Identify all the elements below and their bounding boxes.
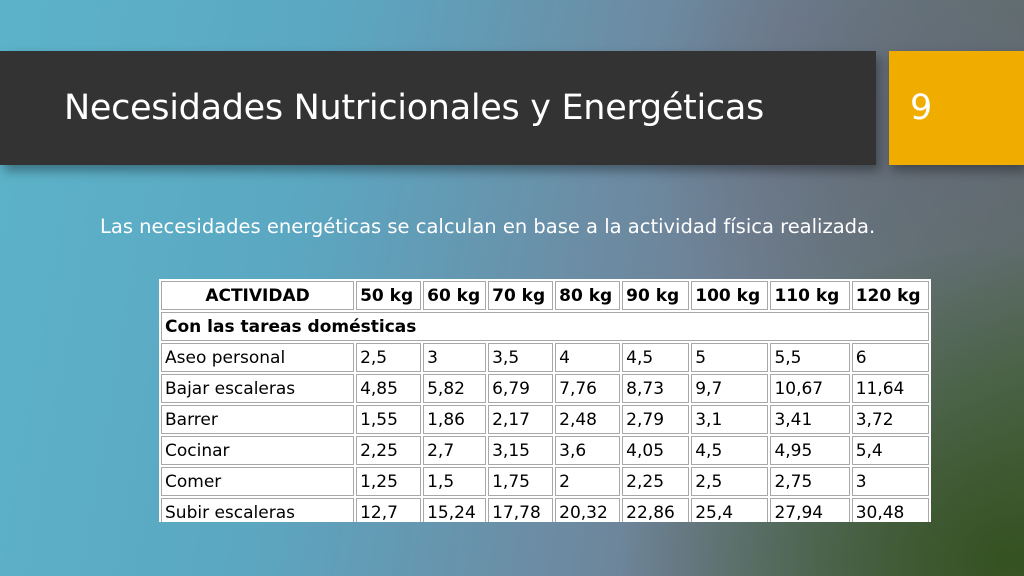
activity-cell: Bajar escaleras	[161, 374, 355, 403]
value-cell: 6,79	[488, 374, 554, 403]
value-cell: 5,82	[423, 374, 487, 403]
activity-cell: Comer	[161, 467, 355, 496]
value-cell: 1,25	[356, 467, 422, 496]
column-header: 70 kg	[488, 281, 554, 310]
column-header: 120 kg	[851, 281, 929, 310]
column-header: 110 kg	[770, 281, 850, 310]
value-cell: 11,64	[851, 374, 929, 403]
value-cell: 4	[555, 343, 621, 372]
value-cell: 12,7	[356, 498, 422, 522]
value-cell: 2,75	[770, 467, 850, 496]
column-header: 60 kg	[423, 281, 487, 310]
value-cell: 2	[555, 467, 621, 496]
value-cell: 1,75	[488, 467, 554, 496]
value-cell: 3,5	[488, 343, 554, 372]
value-cell: 4,5	[691, 436, 769, 465]
value-cell: 1,86	[423, 405, 487, 434]
value-cell: 2,5	[691, 467, 769, 496]
value-cell: 2,17	[488, 405, 554, 434]
table-header-row: ACTIVIDAD 50 kg 60 kg 70 kg 80 kg 90 kg …	[161, 281, 929, 310]
title-bar	[0, 51, 876, 165]
table-row: Barrer 1,55 1,86 2,17 2,48 2,79 3,1 3,41…	[161, 405, 929, 434]
value-cell: 20,32	[555, 498, 621, 522]
value-cell: 4,05	[622, 436, 690, 465]
value-cell: 5	[691, 343, 769, 372]
table-row: Bajar escaleras 4,85 5,82 6,79 7,76 8,73…	[161, 374, 929, 403]
value-cell: 9,7	[691, 374, 769, 403]
value-cell: 5,5	[770, 343, 850, 372]
value-cell: 3,6	[555, 436, 621, 465]
column-header: ACTIVIDAD	[161, 281, 355, 310]
column-header: 80 kg	[555, 281, 621, 310]
value-cell: 2,7	[423, 436, 487, 465]
value-cell: 2,79	[622, 405, 690, 434]
value-cell: 4,5	[622, 343, 690, 372]
value-cell: 1,55	[356, 405, 422, 434]
value-cell: 27,94	[770, 498, 850, 522]
column-header: 50 kg	[356, 281, 422, 310]
slide-number: 9	[910, 88, 933, 128]
table-row: Comer 1,25 1,5 1,75 2 2,25 2,5 2,75 3	[161, 467, 929, 496]
table-row: Aseo personal 2,5 3 3,5 4 4,5 5 5,5 6	[161, 343, 929, 372]
value-cell: 10,67	[770, 374, 850, 403]
value-cell: 2,25	[356, 436, 422, 465]
value-cell: 3,15	[488, 436, 554, 465]
energy-table-container: ACTIVIDAD 50 kg 60 kg 70 kg 80 kg 90 kg …	[159, 279, 931, 522]
section-row: Con las tareas domésticas	[161, 312, 929, 341]
value-cell: 3,41	[770, 405, 850, 434]
value-cell: 3	[423, 343, 487, 372]
value-cell: 6	[851, 343, 929, 372]
value-cell: 2,5	[356, 343, 422, 372]
value-cell: 15,24	[423, 498, 487, 522]
value-cell: 22,86	[622, 498, 690, 522]
value-cell: 4,85	[356, 374, 422, 403]
table-row: Cocinar 2,25 2,7 3,15 3,6 4,05 4,5 4,95 …	[161, 436, 929, 465]
slide-title: Necesidades Nutricionales y Energéticas	[64, 88, 764, 128]
value-cell: 2,25	[622, 467, 690, 496]
section-label: Con las tareas domésticas	[161, 312, 929, 341]
activity-cell: Cocinar	[161, 436, 355, 465]
slide-number-box	[889, 51, 1024, 165]
value-cell: 5,4	[851, 436, 929, 465]
value-cell: 3,72	[851, 405, 929, 434]
value-cell: 17,78	[488, 498, 554, 522]
value-cell: 3	[851, 467, 929, 496]
body-text: Las necesidades energéticas se calculan …	[100, 215, 876, 238]
value-cell: 4,95	[770, 436, 850, 465]
value-cell: 2,48	[555, 405, 621, 434]
value-cell: 3,1	[691, 405, 769, 434]
value-cell: 1,5	[423, 467, 487, 496]
value-cell: 7,76	[555, 374, 621, 403]
column-header: 90 kg	[622, 281, 690, 310]
activity-cell: Barrer	[161, 405, 355, 434]
activity-cell: Subir escaleras	[161, 498, 355, 522]
activity-cell: Aseo personal	[161, 343, 355, 372]
value-cell: 30,48	[851, 498, 929, 522]
column-header: 100 kg	[691, 281, 769, 310]
table-row: Subir escaleras 12,7 15,24 17,78 20,32 2…	[161, 498, 929, 522]
value-cell: 8,73	[622, 374, 690, 403]
value-cell: 25,4	[691, 498, 769, 522]
energy-table: ACTIVIDAD 50 kg 60 kg 70 kg 80 kg 90 kg …	[159, 279, 931, 522]
